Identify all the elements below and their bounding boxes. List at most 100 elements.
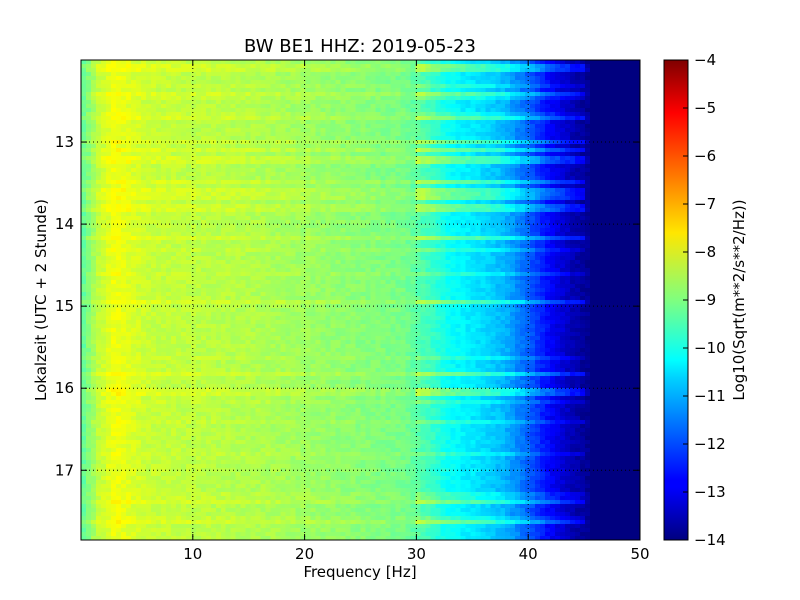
heatmap-cell xyxy=(105,200,112,205)
heatmap-cell xyxy=(125,280,132,285)
heatmap-cell xyxy=(240,256,247,261)
heatmap-cell xyxy=(250,472,257,477)
heatmap-cell xyxy=(270,396,277,401)
heatmap-cell xyxy=(230,160,237,165)
heatmap-cell xyxy=(160,156,167,161)
heatmap-cell xyxy=(235,396,242,401)
heatmap-cell xyxy=(95,376,102,381)
heatmap-cell xyxy=(240,152,247,157)
heatmap-cell xyxy=(200,84,207,89)
heatmap-cell xyxy=(245,160,252,165)
heatmap-cell xyxy=(185,188,192,193)
heatmap-cell xyxy=(245,76,252,81)
heatmap-cell xyxy=(90,476,97,481)
heatmap-cell xyxy=(210,412,217,417)
heatmap-cell xyxy=(95,456,102,461)
heatmap-cell xyxy=(110,340,117,345)
heatmap-cell xyxy=(285,212,292,217)
heatmap-cell xyxy=(200,432,207,437)
heatmap-cell xyxy=(255,388,262,393)
heatmap-cell xyxy=(265,360,272,365)
heatmap-cell xyxy=(180,408,187,413)
heatmap-cell xyxy=(81,60,87,65)
heatmap-cell xyxy=(165,68,172,73)
heatmap-cell xyxy=(270,364,277,369)
heatmap-cell xyxy=(140,384,147,389)
heatmap-cell xyxy=(265,464,272,469)
heatmap-cell xyxy=(110,260,117,265)
heatmap-cell xyxy=(285,288,292,293)
heatmap-cell xyxy=(105,348,112,353)
heatmap-cell xyxy=(270,416,277,421)
heatmap-cell xyxy=(140,464,147,469)
heatmap-cell xyxy=(215,376,222,381)
heatmap-cell xyxy=(175,516,182,521)
heatmap-cell xyxy=(225,288,232,293)
heatmap-cell xyxy=(130,504,137,509)
heatmap-cell xyxy=(160,172,167,177)
heatmap-cell xyxy=(265,80,272,85)
heatmap-cell xyxy=(250,316,257,321)
heatmap-cell xyxy=(250,340,257,345)
heatmap-cell xyxy=(240,508,247,513)
heatmap-cell xyxy=(81,376,87,381)
heatmap-cell xyxy=(120,124,127,129)
heatmap-cell xyxy=(125,160,132,165)
heatmap-cell xyxy=(155,308,162,313)
heatmap-cell xyxy=(95,176,102,181)
heatmap-cell xyxy=(145,184,152,189)
heatmap-cell xyxy=(150,148,157,153)
heatmap-cell xyxy=(105,476,112,481)
heatmap-cell xyxy=(275,72,282,77)
heatmap-cell xyxy=(210,500,217,505)
heatmap-cell xyxy=(135,272,142,277)
heatmap-cell xyxy=(130,160,137,165)
heatmap-cell xyxy=(85,500,92,505)
heatmap-cell xyxy=(260,196,267,201)
heatmap-cell xyxy=(150,344,157,349)
heatmap-cell xyxy=(205,100,212,105)
heatmap-cell xyxy=(235,316,242,321)
heatmap-cell xyxy=(135,312,142,317)
heatmap-cell xyxy=(160,424,167,429)
heatmap-cell xyxy=(185,256,192,261)
heatmap-cell xyxy=(215,368,222,373)
heatmap-cell xyxy=(280,480,287,485)
heatmap-cell xyxy=(100,532,107,537)
heatmap-cell xyxy=(155,176,162,181)
heatmap-cell xyxy=(235,504,242,509)
heatmap-cell xyxy=(250,104,257,109)
heatmap-cell xyxy=(225,248,232,253)
heatmap-cell xyxy=(210,308,217,313)
heatmap-cell xyxy=(210,492,217,497)
heatmap-cell xyxy=(285,116,292,121)
heatmap-cell xyxy=(255,212,262,217)
heatmap-cell xyxy=(225,528,232,533)
heatmap-cell xyxy=(195,332,202,337)
heatmap-cell xyxy=(105,256,112,261)
heatmap-cell xyxy=(220,368,227,373)
heatmap-cell xyxy=(85,428,92,433)
heatmap-cell xyxy=(175,92,182,97)
heatmap-cell xyxy=(270,208,277,213)
heatmap-cell xyxy=(230,472,237,477)
heatmap-cell xyxy=(115,484,122,489)
heatmap-cell xyxy=(100,384,107,389)
heatmap-cell xyxy=(245,212,252,217)
heatmap-cell xyxy=(235,296,242,301)
heatmap-cell xyxy=(190,76,197,81)
heatmap-cell xyxy=(195,192,202,197)
heatmap-cell xyxy=(215,116,222,121)
heatmap-cell xyxy=(195,400,202,405)
heatmap-cell xyxy=(81,200,87,205)
heatmap-cell xyxy=(120,396,127,401)
heatmap-cell xyxy=(225,168,232,173)
heatmap-cell xyxy=(230,348,237,353)
heatmap-cell xyxy=(195,100,202,105)
heatmap-cell xyxy=(270,508,277,513)
heatmap-cell xyxy=(110,348,117,353)
heatmap-cell xyxy=(195,528,202,533)
heatmap-cell xyxy=(260,108,267,113)
heatmap-cell xyxy=(190,248,197,253)
heatmap-cell xyxy=(105,236,112,241)
